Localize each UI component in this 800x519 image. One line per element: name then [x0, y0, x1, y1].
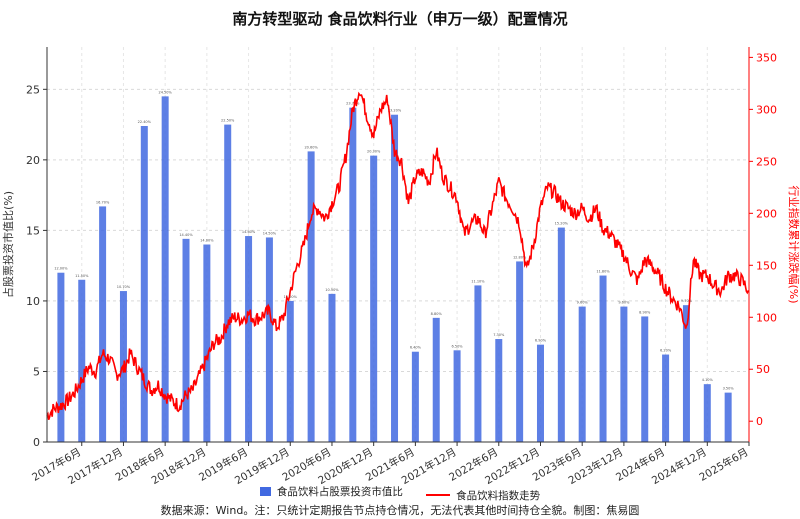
legend: 食品饮料占股票投资市值比 食品饮料指数走势: [0, 484, 800, 503]
bar-data-label: 22.50%: [221, 119, 235, 123]
left-tick-label: 25: [26, 83, 40, 96]
right-tick-label: 200: [756, 207, 777, 220]
bar-data-label: 16.70%: [96, 200, 110, 204]
bar-data-label: 14.60%: [242, 230, 256, 234]
right-tick-label: 250: [756, 155, 777, 168]
left-tick-label: 15: [26, 224, 40, 237]
bar: [578, 306, 586, 442]
bar: [703, 384, 711, 442]
legend-line-label: 食品饮料指数走势: [456, 489, 541, 502]
bar-data-label: 7.30%: [493, 333, 505, 337]
bar-data-label: 6.40%: [410, 346, 422, 350]
bar: [662, 354, 670, 442]
bar-data-label: 8.80%: [431, 312, 443, 316]
bar: [224, 124, 232, 442]
right-axis-title: 行业指数累计涨跌幅(%): [787, 185, 800, 303]
legend-line-swatch: [426, 494, 451, 496]
bar: [620, 306, 628, 442]
bar-data-label: 14.40%: [179, 233, 193, 237]
bar-data-label: 11.10%: [471, 279, 485, 283]
index-line: [46, 91, 750, 421]
legend-bar-swatch: [259, 487, 271, 496]
bar: [203, 244, 211, 442]
chart-title: 南方转型驱动 食品饮料行业（申万一级）配置情况: [232, 10, 568, 28]
bar-data-label: 10.00%: [284, 295, 298, 299]
bar: [57, 272, 65, 442]
bar-data-label: 9.60%: [618, 301, 630, 305]
bar: [140, 126, 148, 442]
left-tick-label: 20: [26, 154, 40, 167]
bar-data-label: 4.10%: [702, 378, 714, 382]
bar-data-label: 12.00%: [54, 267, 68, 271]
bar: [724, 392, 732, 442]
source-note: 数据来源：Wind。注：只统计定期报告节点持仓情况，无法代表其他时间持仓全貌。制…: [160, 504, 640, 517]
left-tick-label: 10: [26, 295, 40, 308]
line-layer: [46, 91, 750, 421]
bar: [474, 285, 482, 442]
bar: [536, 344, 544, 442]
bar-data-label: 3.50%: [723, 387, 735, 391]
bar-data-label: 23.70%: [346, 102, 360, 106]
bar-data-label: 20.60%: [304, 145, 318, 149]
bar: [453, 350, 461, 442]
bar-data-label: 15.20%: [555, 222, 569, 226]
bar-data-label: 14.50%: [263, 231, 277, 235]
right-tick-label: 0: [756, 415, 763, 428]
bar: [391, 114, 399, 442]
bar: [411, 351, 419, 442]
bar-data-label: 12.80%: [513, 255, 527, 259]
bar-data-label: 20.30%: [367, 150, 381, 154]
left-axis-title: 占股票投资市值比(%): [1, 191, 15, 298]
bar-data-label: 6.90%: [535, 339, 547, 343]
legend-item-line: 食品饮料指数走势: [426, 488, 540, 503]
bar: [495, 339, 503, 442]
legend-item-bars: 食品饮料占股票投资市值比: [259, 484, 403, 499]
right-tick-label: 300: [756, 103, 777, 116]
bar-data-label: 11.50%: [75, 274, 89, 278]
bar: [432, 317, 440, 442]
bar: [161, 96, 169, 442]
bar-data-label: 14.00%: [200, 239, 214, 243]
right-tick-label: 350: [756, 51, 777, 64]
bar: [557, 227, 565, 442]
bar-data-label: 6.20%: [660, 349, 672, 353]
right-tick-label: 50: [756, 363, 770, 376]
right-tick-label: 100: [756, 311, 777, 324]
bar-data-label: 10.70%: [117, 285, 131, 289]
left-tick-label: 0: [33, 436, 40, 449]
bar-data-label: 22.40%: [138, 120, 152, 124]
bar-data-label: 9.70%: [681, 299, 693, 303]
bar: [599, 275, 607, 442]
bar-data-label: 10.50%: [325, 288, 339, 292]
legend-bar-label: 食品饮料占股票投资市值比: [276, 486, 403, 498]
bar: [328, 293, 336, 442]
bar: [182, 238, 190, 442]
bar: [99, 206, 107, 442]
bar: [516, 261, 524, 442]
bar-data-label: 11.80%: [596, 270, 610, 274]
bar-data-label: 23.20%: [388, 109, 402, 113]
bar: [370, 155, 378, 442]
bar: [307, 151, 315, 442]
bar: [245, 236, 253, 442]
bar: [349, 107, 357, 443]
bar: [682, 305, 690, 442]
left-tick-label: 5: [33, 365, 40, 378]
bar-data-label: 9.60%: [577, 301, 589, 305]
right-tick-label: 150: [756, 259, 777, 272]
bar-data-label: 24.50%: [158, 90, 172, 94]
bar: [641, 316, 649, 442]
bar-data-label: 8.90%: [639, 310, 651, 314]
bar: [78, 279, 86, 442]
bar: [286, 300, 294, 442]
bar-data-label: 6.50%: [452, 344, 464, 348]
bar: [265, 237, 273, 442]
